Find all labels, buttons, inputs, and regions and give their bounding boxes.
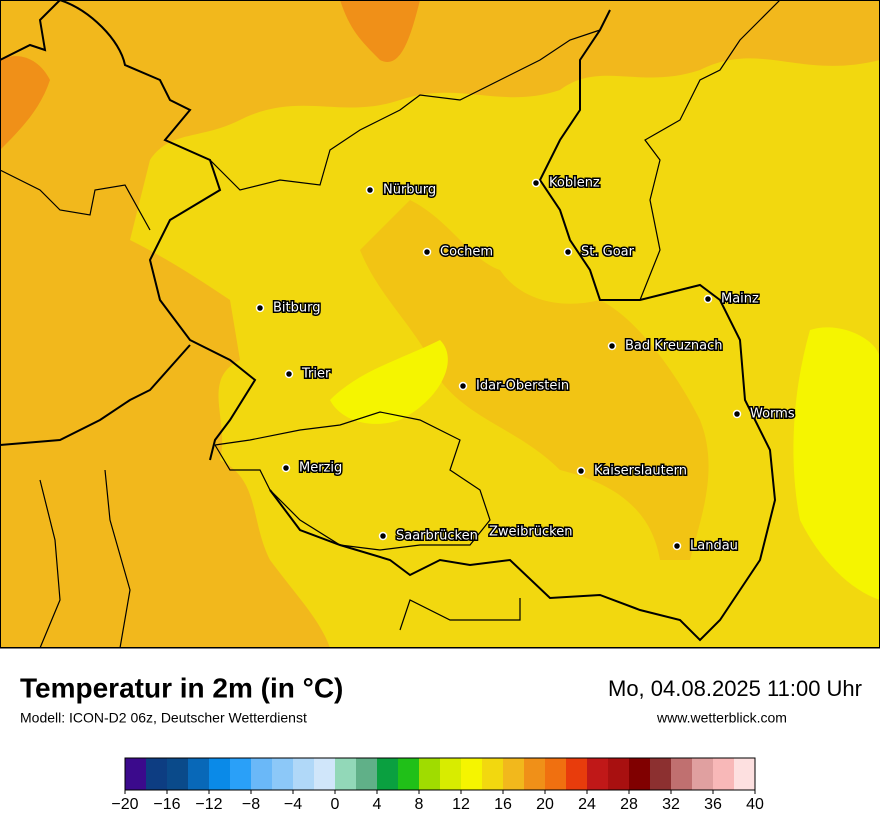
- colorbar-segment: [293, 758, 315, 790]
- hot-region: [340, 0, 420, 62]
- city-dot: [284, 369, 294, 379]
- city-dot: [703, 294, 713, 304]
- colorbar-tick-label: 40: [746, 796, 764, 813]
- colorbar-segment: [398, 758, 420, 790]
- colorbar-segment: [545, 758, 567, 790]
- border: [0, 344, 191, 446]
- city-label: Zweibrücken: [489, 525, 572, 540]
- colorbar-tick-label: 12: [452, 796, 470, 813]
- colorbar-segment: [629, 758, 651, 790]
- city-dot: [365, 185, 375, 195]
- city-label: Saarbrücken: [396, 529, 478, 544]
- subtitle: Modell: ICON-D2 06z, Deutscher Wetterdie…: [20, 710, 307, 726]
- border: [39, 469, 521, 649]
- cool-region: [330, 340, 448, 424]
- city-dot: [672, 541, 682, 551]
- colorbar-tick-label: −20: [111, 796, 138, 813]
- colorbar-tick-label: 4: [373, 796, 382, 813]
- colorbar-segment: [230, 758, 252, 790]
- cool-region: [793, 327, 880, 600]
- city-dot: [422, 247, 432, 257]
- colorbar-tick-label: 32: [662, 796, 680, 813]
- colorbar-segment: [146, 758, 168, 790]
- border: [0, 169, 151, 231]
- colorbar-segment: [356, 758, 378, 790]
- colorbar-segment: [482, 758, 504, 790]
- colorbar-frame: [124, 757, 756, 791]
- colorbar-segment: [209, 758, 231, 790]
- city-label: St. Goar: [581, 245, 635, 260]
- city-label: Landau: [690, 539, 738, 554]
- border: [59, 0, 257, 461]
- colorbar-segment: [335, 758, 357, 790]
- colorbar-tick-label: −16: [153, 796, 180, 813]
- city-dot: [732, 409, 742, 419]
- colorbar-segment: [440, 758, 462, 790]
- datetime: Mo, 04.08.2025 11:00 Uhr: [608, 676, 862, 701]
- city-label: Cochem: [440, 245, 493, 260]
- colorbar-segment: [125, 758, 147, 790]
- city-label: Merzig: [299, 461, 342, 476]
- colorbar-tick-label: 20: [536, 796, 554, 813]
- colorbar-segment: [650, 758, 672, 790]
- colorbar-tick-label: −8: [242, 796, 260, 813]
- city-label: Worms: [750, 407, 795, 422]
- warm-region: [0, 0, 880, 648]
- city-layer: Nürburg Koblenz Cochem St. Goar Bitburg Mainz…: [255, 174, 796, 555]
- city-label: Bad Kreuznach: [625, 339, 723, 354]
- colorbar-segment: [671, 758, 693, 790]
- warm-region: [360, 200, 709, 560]
- colorbar-segment: [524, 758, 546, 790]
- colorbar-segment: [167, 758, 189, 790]
- colorbar-segment: [272, 758, 294, 790]
- colorbar-tick-label: 36: [704, 796, 722, 813]
- colorbar-segment: [566, 758, 588, 790]
- city-label: Kaiserslautern: [594, 464, 687, 479]
- city-dot: [531, 178, 541, 188]
- border: [269, 9, 777, 642]
- city-label: Mainz: [721, 292, 759, 307]
- colorbar-segment: [503, 758, 525, 790]
- colorbar-segment: [461, 758, 483, 790]
- city-dot: [255, 303, 265, 313]
- city-dot: [458, 381, 468, 391]
- colorbar: −20 −16 −12 −8 −4 0 4 8 12 16 20 24 28 32 36 40: [111, 757, 764, 813]
- colorbar-tick-label: −4: [284, 796, 302, 813]
- website[interactable]: www.wetterblick.com: [656, 710, 787, 726]
- border: [209, 29, 601, 191]
- city-label: Idar-Oberstein: [476, 379, 569, 394]
- border: [0, 0, 61, 61]
- colorbar-segment: [608, 758, 630, 790]
- colorbar-segment: [188, 758, 210, 790]
- colorbar-segment: [734, 758, 756, 790]
- city-dot: [576, 466, 586, 476]
- hot-region: [0, 56, 50, 150]
- city-label: Trier: [301, 367, 331, 382]
- city-label: Bitburg: [273, 301, 321, 316]
- colorbar-tick-label: 24: [578, 796, 596, 813]
- city-dot: [607, 341, 617, 351]
- border: [639, 0, 781, 301]
- colorbar-segment: [377, 758, 399, 790]
- colorbar-segment: [419, 758, 441, 790]
- city-dot: [378, 531, 388, 541]
- colorbar-segment: [314, 758, 336, 790]
- city-dot: [281, 463, 291, 473]
- city-label: Koblenz: [549, 176, 600, 191]
- colorbar-tick-label: −12: [195, 796, 222, 813]
- colorbar-segment: [251, 758, 273, 790]
- colorbar-tick-label: 0: [331, 796, 340, 813]
- colorbar-tick-label: 16: [494, 796, 512, 813]
- colorbar-segment: [692, 758, 714, 790]
- city-dot: [563, 247, 573, 257]
- colorbar-segment: [587, 758, 609, 790]
- city-label: Nürburg: [383, 183, 436, 198]
- map: Nürburg Koblenz Cochem St. Goar Bitburg Mainz…: [0, 0, 880, 649]
- title: Temperatur in 2m (in °C): [20, 672, 343, 703]
- colorbar-tick-label: 8: [415, 796, 424, 813]
- colorbar-tick-label: 28: [620, 796, 638, 813]
- colorbar-segment: [713, 758, 735, 790]
